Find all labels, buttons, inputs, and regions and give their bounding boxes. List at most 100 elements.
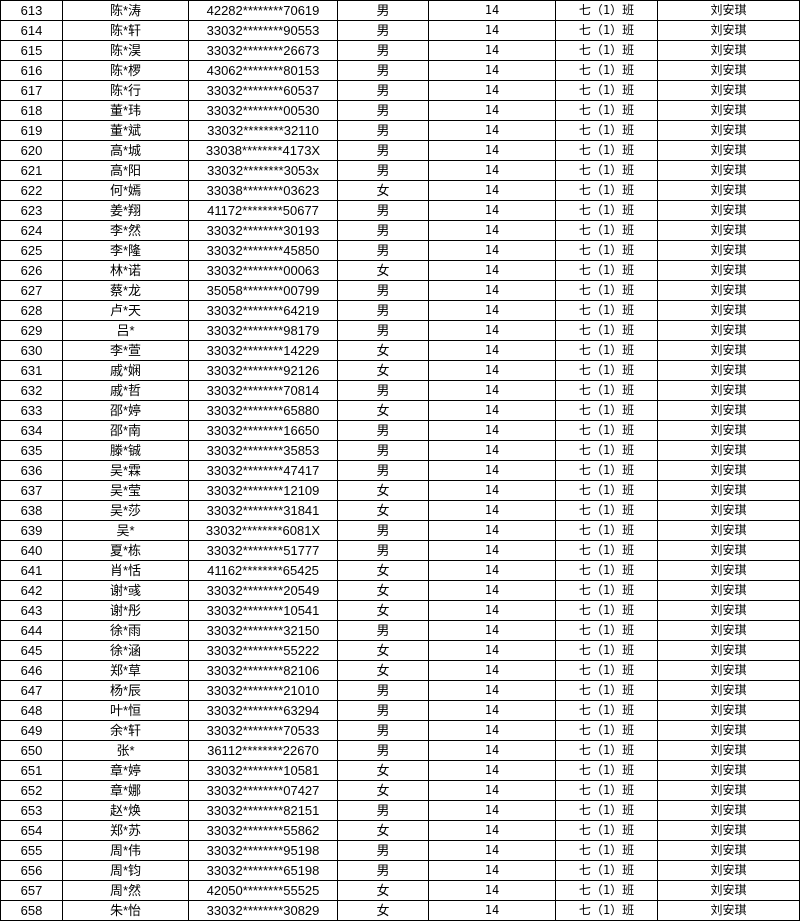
cell-gender: 男 [337,380,429,401]
cell-id-number: 33032********12109 [188,480,338,501]
cell-class: 七（1）班 [555,100,658,121]
table-row: 658 朱*怡 33032********30829 女 14 七（1）班 刘安琪 [0,900,800,921]
cell-age: 14 [428,140,556,161]
cell-class: 七（1）班 [555,160,658,181]
cell-age: 14 [428,440,556,461]
cell-teacher: 刘安琪 [657,760,800,781]
cell-class: 七（1）班 [555,20,658,41]
table-row: 641 肖*恬 41162********65425 女 14 七（1）班 刘安琪 [0,560,800,581]
cell-gender: 女 [337,660,429,681]
cell-class: 七（1）班 [555,320,658,341]
cell-age: 14 [428,120,556,141]
cell-id-number: 33032********55222 [188,640,338,661]
cell-name: 谢*彤 [62,600,189,621]
table-row: 633 邵*婷 33032********65880 女 14 七（1）班 刘安琪 [0,400,800,421]
cell-gender: 男 [337,300,429,321]
table-row: 615 陈*淏 33032********26673 男 14 七（1）班 刘安琪 [0,40,800,61]
cell-index: 616 [0,60,63,81]
cell-age: 14 [428,380,556,401]
cell-teacher: 刘安琪 [657,640,800,661]
cell-class: 七（1）班 [555,800,658,821]
table-row: 622 何*嫣 33038********03623 女 14 七（1）班 刘安琪 [0,180,800,201]
cell-name: 戚*哲 [62,380,189,401]
cell-teacher: 刘安琪 [657,380,800,401]
table-row: 634 邵*南 33032********16650 男 14 七（1）班 刘安琪 [0,420,800,441]
cell-age: 14 [428,180,556,201]
cell-index: 638 [0,500,63,521]
cell-name: 周*然 [62,880,189,901]
cell-name: 何*嫣 [62,180,189,201]
table-row: 656 周*钧 33032********65198 男 14 七（1）班 刘安琪 [0,860,800,881]
cell-name: 章*婷 [62,760,189,781]
cell-teacher: 刘安琪 [657,480,800,501]
cell-teacher: 刘安琪 [657,560,800,581]
cell-index: 628 [0,300,63,321]
cell-id-number: 33032********45850 [188,240,338,261]
table-row: 645 徐*涵 33032********55222 女 14 七（1）班 刘安琪 [0,640,800,661]
table-row: 619 董*斌 33032********32110 男 14 七（1）班 刘安琪 [0,120,800,141]
cell-class: 七（1）班 [555,140,658,161]
cell-index: 643 [0,600,63,621]
table-row: 626 林*诺 33032********00063 女 14 七（1）班 刘安琪 [0,260,800,281]
cell-gender: 男 [337,800,429,821]
cell-age: 14 [428,320,556,341]
cell-id-number: 33032********10541 [188,600,338,621]
cell-name: 徐*涵 [62,640,189,661]
cell-index: 632 [0,380,63,401]
table-row: 632 戚*哲 33032********70814 男 14 七（1）班 刘安琪 [0,380,800,401]
cell-id-number: 33032********90553 [188,20,338,41]
cell-class: 七（1）班 [555,300,658,321]
table-row: 625 李*隆 33032********45850 男 14 七（1）班 刘安琪 [0,240,800,261]
cell-age: 14 [428,80,556,101]
cell-teacher: 刘安琪 [657,680,800,701]
cell-id-number: 42282********70619 [188,0,338,21]
cell-age: 14 [428,20,556,41]
cell-id-number: 41172********50677 [188,200,338,221]
cell-class: 七（1）班 [555,80,658,101]
cell-gender: 男 [337,140,429,161]
cell-index: 649 [0,720,63,741]
cell-age: 14 [428,640,556,661]
cell-age: 14 [428,560,556,581]
cell-teacher: 刘安琪 [657,240,800,261]
cell-gender: 女 [337,900,429,921]
cell-gender: 男 [337,280,429,301]
cell-class: 七（1）班 [555,200,658,221]
table-row: 644 徐*雨 33032********32150 男 14 七（1）班 刘安琪 [0,620,800,641]
cell-age: 14 [428,620,556,641]
cell-index: 633 [0,400,63,421]
cell-teacher: 刘安琪 [657,260,800,281]
cell-id-number: 33032********26673 [188,40,338,61]
cell-id-number: 33032********70814 [188,380,338,401]
cell-gender: 女 [337,880,429,901]
cell-index: 652 [0,780,63,801]
cell-class: 七（1）班 [555,0,658,21]
cell-class: 七（1）班 [555,740,658,761]
cell-index: 639 [0,520,63,541]
cell-age: 14 [428,680,556,701]
cell-teacher: 刘安琪 [657,300,800,321]
cell-age: 14 [428,720,556,741]
cell-class: 七（1）班 [555,280,658,301]
table-row: 621 高*阳 33032********3053x 男 14 七（1）班 刘安琪 [0,160,800,181]
cell-age: 14 [428,40,556,61]
cell-id-number: 33032********65880 [188,400,338,421]
cell-index: 629 [0,320,63,341]
table-row: 638 吴*莎 33032********31841 女 14 七（1）班 刘安琪 [0,500,800,521]
cell-id-number: 33032********10581 [188,760,338,781]
cell-age: 14 [428,100,556,121]
cell-id-number: 33032********55862 [188,820,338,841]
cell-index: 614 [0,20,63,41]
cell-index: 630 [0,340,63,361]
cell-teacher: 刘安琪 [657,20,800,41]
cell-index: 644 [0,620,63,641]
cell-teacher: 刘安琪 [657,740,800,761]
cell-class: 七（1）班 [555,480,658,501]
cell-index: 619 [0,120,63,141]
cell-teacher: 刘安琪 [657,860,800,881]
cell-age: 14 [428,500,556,521]
cell-teacher: 刘安琪 [657,340,800,361]
cell-class: 七（1）班 [555,400,658,421]
